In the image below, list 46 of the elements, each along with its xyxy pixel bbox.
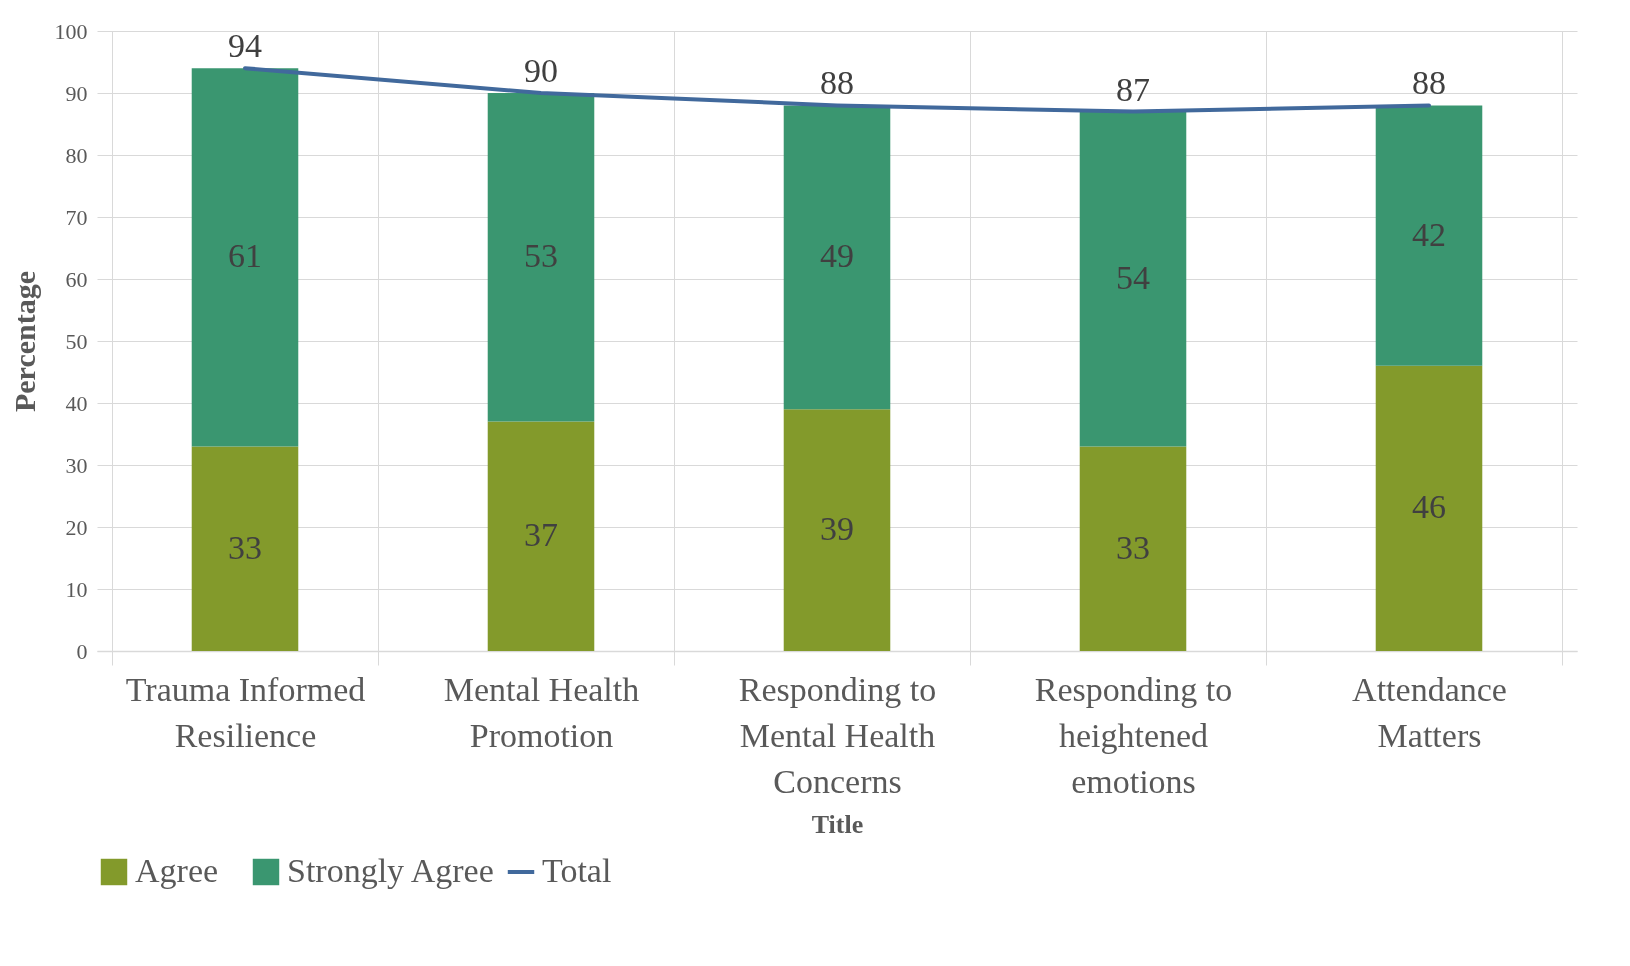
- y-tick-label: 80: [65, 142, 88, 168]
- data-label: 33: [1116, 528, 1150, 566]
- bar: [1375, 365, 1483, 651]
- legend-label: Agree: [135, 852, 219, 889]
- y-tick-label: 50: [65, 328, 88, 354]
- bar: [487, 93, 595, 422]
- bar: [1079, 111, 1187, 447]
- bar: [191, 68, 299, 447]
- y-tick-label: 70: [65, 204, 88, 230]
- bar: [1079, 446, 1187, 651]
- data-label: 87: [1116, 70, 1150, 108]
- y-tick-label: 0: [76, 638, 88, 664]
- x-tick-label: Responding to heightened emotions: [1034, 670, 1233, 800]
- data-label: 90: [524, 52, 558, 89]
- y-tick-label: 30: [65, 452, 88, 478]
- legend-label: Strongly Agree: [287, 852, 494, 889]
- data-label: 42: [1412, 215, 1446, 253]
- data-label: 46: [1412, 488, 1446, 526]
- data-label: 94: [228, 27, 262, 65]
- data-label: 37: [524, 516, 558, 554]
- y-tick-label: 20: [65, 514, 88, 540]
- data-label: 53: [524, 237, 558, 275]
- data-label: 33: [228, 528, 262, 566]
- bar: [487, 421, 595, 651]
- y-axis-title: Percentage: [7, 270, 41, 413]
- data-label: 61: [228, 237, 262, 275]
- y-tick-label: 60: [65, 266, 88, 292]
- x-tick-label: Responding to Mental Health Concerns: [738, 670, 937, 800]
- data-label: 39: [820, 510, 854, 548]
- x-axis-title: Title: [811, 809, 864, 839]
- bar: [191, 446, 299, 651]
- data-label: 49: [820, 237, 854, 275]
- y-tick-label: 90: [65, 80, 88, 106]
- data-label: 88: [1412, 64, 1446, 102]
- bar: [783, 105, 891, 410]
- data-label: 88: [820, 64, 854, 102]
- x-tick-label: Attendance Matters: [1352, 670, 1507, 754]
- bar: [1375, 105, 1483, 366]
- x-tick-label: Mental Health Promotion: [443, 670, 640, 754]
- legend-label: Total: [542, 852, 612, 889]
- y-tick-label: 10: [65, 576, 88, 602]
- x-tick-label: Trauma Informed Resilience: [125, 670, 366, 754]
- data-label: 54: [1116, 259, 1150, 296]
- y-tick-label: 40: [65, 390, 88, 416]
- bar: [783, 409, 891, 651]
- y-tick-label: 100: [54, 18, 88, 44]
